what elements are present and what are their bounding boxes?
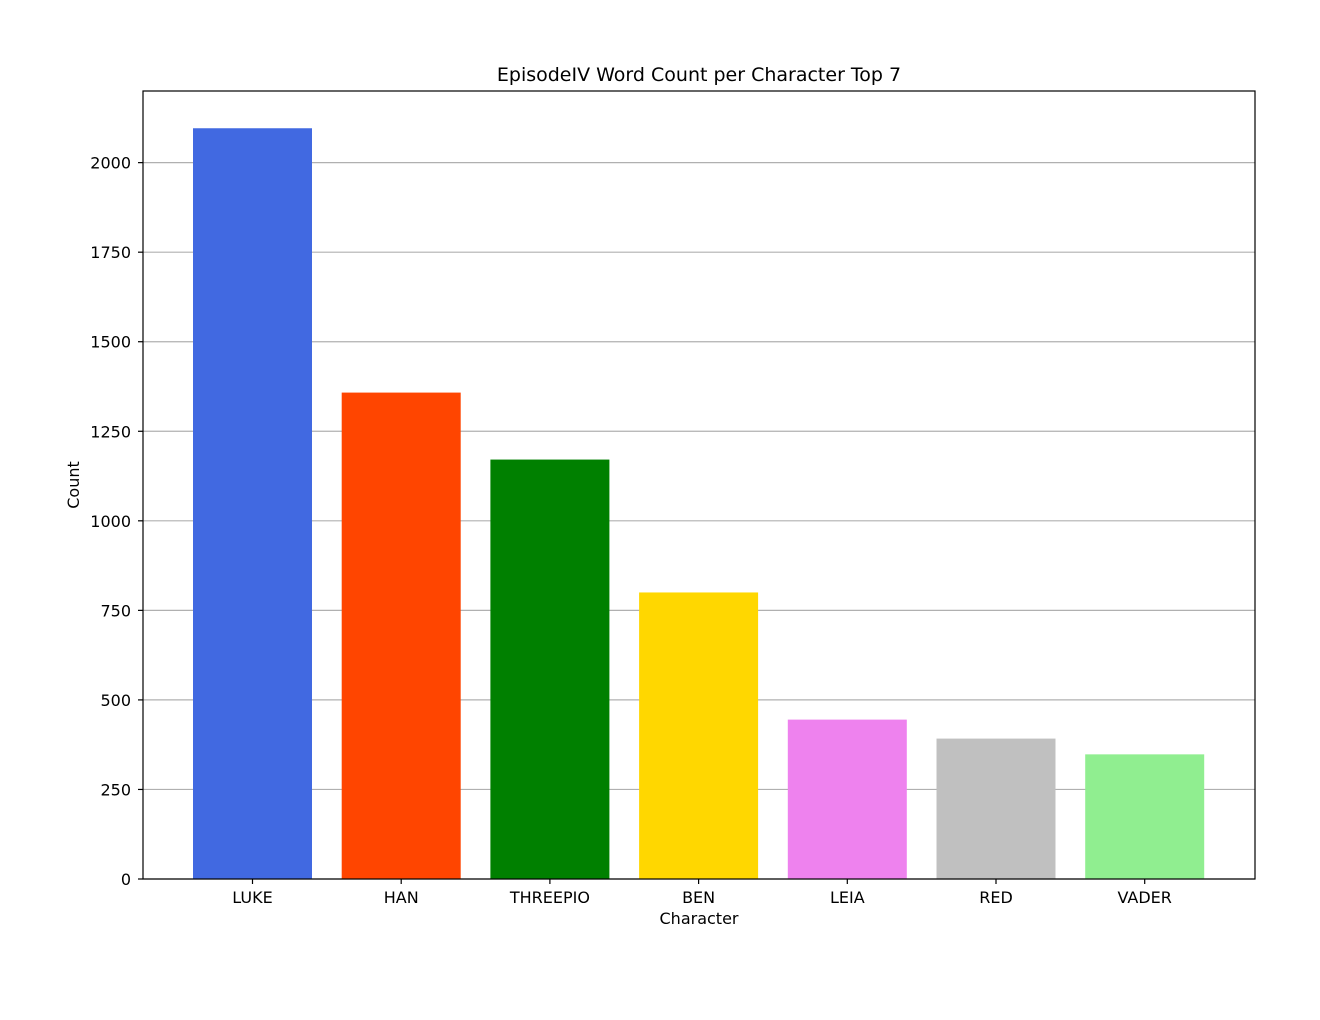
y-tick-label: 250 bbox=[100, 780, 131, 799]
y-tick-label: 1250 bbox=[90, 422, 131, 441]
bar-vader bbox=[1085, 754, 1205, 879]
bars bbox=[193, 128, 1205, 879]
bar-luke bbox=[193, 128, 312, 879]
y-tick-label: 0 bbox=[121, 870, 131, 889]
bar-red bbox=[936, 738, 1056, 879]
chart-title: EpisodeIV Word Count per Character Top 7 bbox=[497, 64, 901, 86]
y-tick-label: 1000 bbox=[90, 512, 131, 531]
y-tick-label: 1500 bbox=[90, 333, 131, 352]
x-tick-label: LEIA bbox=[830, 888, 865, 907]
y-axis-ticks: 0 250 500 750 1000 1250 1500 1750 2000 bbox=[90, 154, 143, 889]
x-tick-label: RED bbox=[979, 888, 1013, 907]
x-tick-label: LUKE bbox=[232, 888, 272, 907]
x-axis-ticks: LUKE HAN THREEPIO BEN LEIA RED VADER bbox=[232, 879, 1172, 907]
y-tick-label: 500 bbox=[100, 691, 131, 710]
x-tick-label: BEN bbox=[682, 888, 715, 907]
bar-ben bbox=[639, 592, 759, 879]
y-tick-label: 750 bbox=[100, 601, 131, 620]
bar-han bbox=[341, 392, 461, 879]
y-axis-label: Count bbox=[64, 461, 83, 509]
x-tick-label: VADER bbox=[1117, 888, 1171, 907]
x-axis-label: Character bbox=[660, 909, 739, 928]
bar-leia bbox=[787, 719, 907, 879]
x-tick-label: THREEPIO bbox=[509, 888, 590, 907]
x-tick-label: HAN bbox=[384, 888, 419, 907]
bar-threepio bbox=[490, 459, 610, 879]
y-tick-label: 2000 bbox=[90, 154, 131, 173]
y-tick-label: 1750 bbox=[90, 243, 131, 262]
